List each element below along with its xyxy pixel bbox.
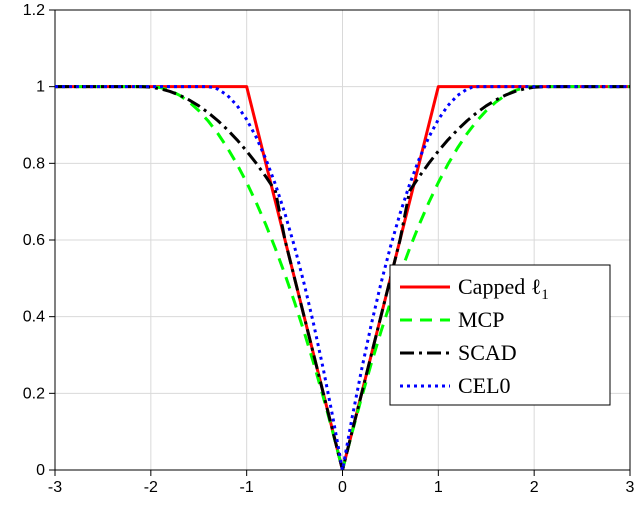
x-tick-label: -2: [144, 479, 158, 496]
penalty-functions-chart: -3 -2 -1 0 1 2 3 0 0.2 0.4 0.6 0.8 1 1.2 Capped ℓ1 MCP S…: [0, 0, 640, 505]
y-tick-label: 0.4: [23, 309, 45, 326]
x-tick-label: 1: [434, 479, 443, 496]
legend-label-capped_l1: Capped ℓ1: [458, 274, 549, 303]
y-tick-label: 1: [36, 79, 45, 96]
y-tick-label: 0.2: [23, 385, 45, 402]
y-tick-label: 0: [36, 462, 45, 479]
legend-label-cel0: CEL0: [458, 373, 511, 398]
legend-label-mcp: MCP: [458, 307, 504, 332]
y-tick-label: 0.8: [23, 155, 45, 172]
legend-label-scad: SCAD: [458, 340, 517, 365]
x-tick-label: -3: [48, 479, 62, 496]
chart-svg: -3 -2 -1 0 1 2 3 0 0.2 0.4 0.6 0.8 1 1.2 Capped ℓ1 MCP S…: [0, 0, 640, 505]
x-tick-label: 0: [338, 479, 347, 496]
x-tick-label: -1: [240, 479, 254, 496]
y-tick-label: 1.2: [23, 2, 45, 19]
y-tick-label: 0.6: [23, 232, 45, 249]
x-tick-label: 2: [530, 479, 539, 496]
x-tick-label: 3: [626, 479, 635, 496]
